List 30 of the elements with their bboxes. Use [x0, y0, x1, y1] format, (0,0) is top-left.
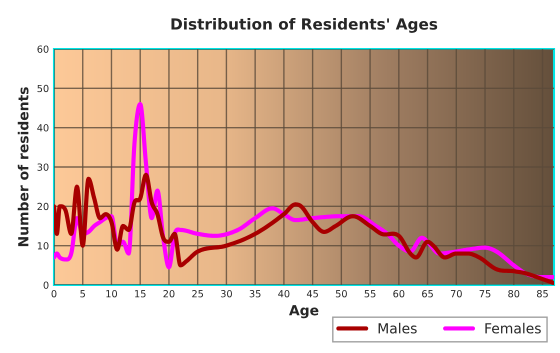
y-tick-label: 60 — [37, 45, 48, 53]
x-tick-label: 25 — [192, 290, 204, 298]
x-tick-label: 60 — [393, 290, 404, 298]
y-tick-label: 20 — [37, 202, 48, 210]
x-tick-label: 10 — [106, 290, 118, 298]
y-tick-label: 50 — [38, 84, 48, 92]
x-tick-label: 70 — [450, 290, 462, 298]
x-tick-label: 85 — [536, 290, 548, 298]
y-tick-label: 40 — [37, 124, 48, 132]
x-tick-label: 45 — [306, 290, 318, 298]
x-axis-title: Age — [289, 305, 318, 318]
x-tick-label: 55 — [364, 290, 376, 298]
x-tick-label: 75 — [480, 290, 490, 298]
y-tick-label: 10 — [38, 242, 48, 250]
x-tick-label: 35 — [250, 290, 260, 298]
x-tick-label: 65 — [422, 290, 433, 298]
legend-label: Males — [378, 322, 417, 334]
legend-label: Females — [485, 322, 541, 334]
x-tick-label: 40 — [278, 290, 290, 298]
x-tick-label: 15 — [135, 290, 146, 298]
chart-title: Distribution of Residents' Ages — [171, 18, 438, 33]
y-tick-label: 30 — [38, 163, 48, 171]
x-tick-label: 20 — [163, 290, 174, 298]
y-tick-label: 0 — [44, 281, 48, 289]
x-tick-label: 5 — [80, 290, 85, 298]
x-tick-label: 30 — [220, 290, 232, 298]
x-tick-label: 80 — [508, 290, 520, 298]
x-tick-label: 0 — [52, 290, 56, 298]
y-axis-title: Number of residents — [18, 87, 29, 246]
x-tick-label: 50 — [336, 290, 347, 298]
